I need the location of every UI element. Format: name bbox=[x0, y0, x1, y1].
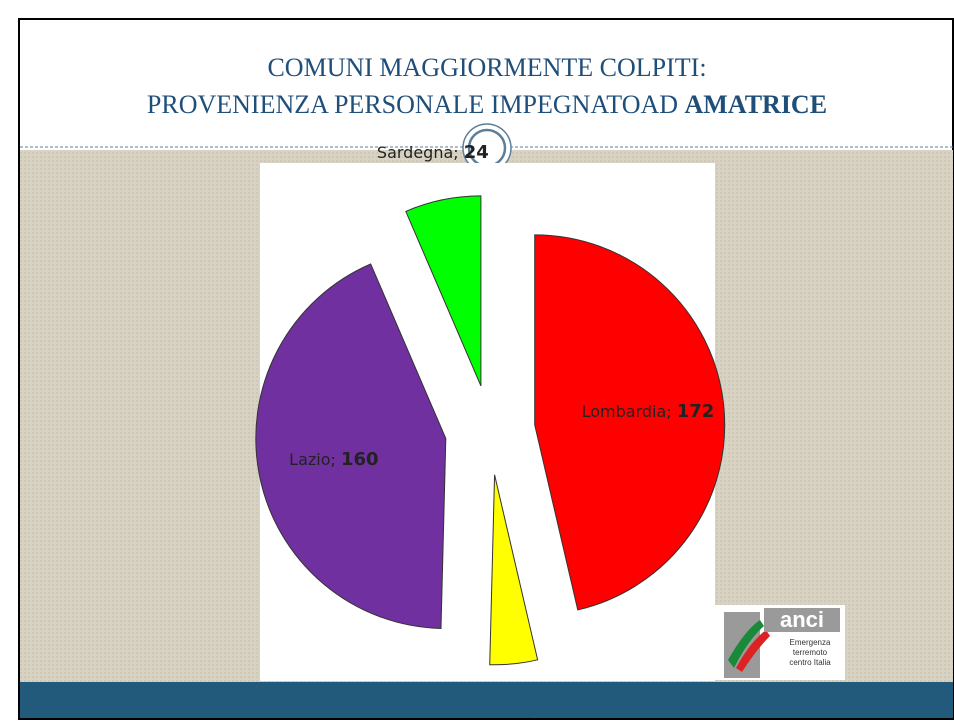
title: COMUNI MAGGIORMENTE COLPITI: bbox=[267, 53, 706, 82]
subtitle-emphasis: AMATRICE bbox=[685, 90, 828, 119]
data-label-separator: ; bbox=[453, 142, 463, 161]
data-label-value: 160 bbox=[341, 449, 379, 470]
logo-name-box bbox=[764, 608, 840, 632]
data-label-value: 24 bbox=[464, 142, 489, 163]
data-label: Lazio; 160 bbox=[289, 449, 378, 470]
data-label-separator: ; bbox=[331, 450, 341, 469]
logo-line: terremoto bbox=[793, 648, 828, 657]
logo-flag-red bbox=[736, 630, 770, 672]
data-label-separator: ; bbox=[666, 401, 676, 420]
data-label-name: Sardegna bbox=[377, 142, 453, 161]
data-label-value: 172 bbox=[677, 401, 715, 422]
logo-flag-green bbox=[728, 620, 764, 668]
logo-name: anci bbox=[780, 607, 824, 632]
footer-band bbox=[20, 682, 953, 718]
logo: anci Emergenza terremoto centro Italia bbox=[715, 605, 845, 680]
subtitle-text: PROVENIENZA PERSONALE IMPEGNATOAD bbox=[147, 90, 678, 119]
data-label-name: Lombardia bbox=[582, 401, 667, 420]
pie-slice bbox=[255, 263, 447, 629]
pie: Lombardia; 172Toscana; 15Lazio; 160Sarde… bbox=[255, 142, 726, 722]
data-label: Lombardia; 172 bbox=[582, 401, 715, 422]
data-label: Sardegna; 24 bbox=[377, 142, 489, 163]
logo-line: Emergenza bbox=[790, 638, 831, 647]
pie-slice bbox=[489, 474, 539, 666]
pie-slice bbox=[534, 234, 726, 611]
pie-slice bbox=[405, 195, 482, 387]
data-label-name: Lazio bbox=[289, 450, 330, 469]
subtitle: PROVENIENZA PERSONALE IMPEGNATOAD AMATRI… bbox=[147, 90, 827, 119]
logo-line: centro Italia bbox=[789, 658, 831, 667]
